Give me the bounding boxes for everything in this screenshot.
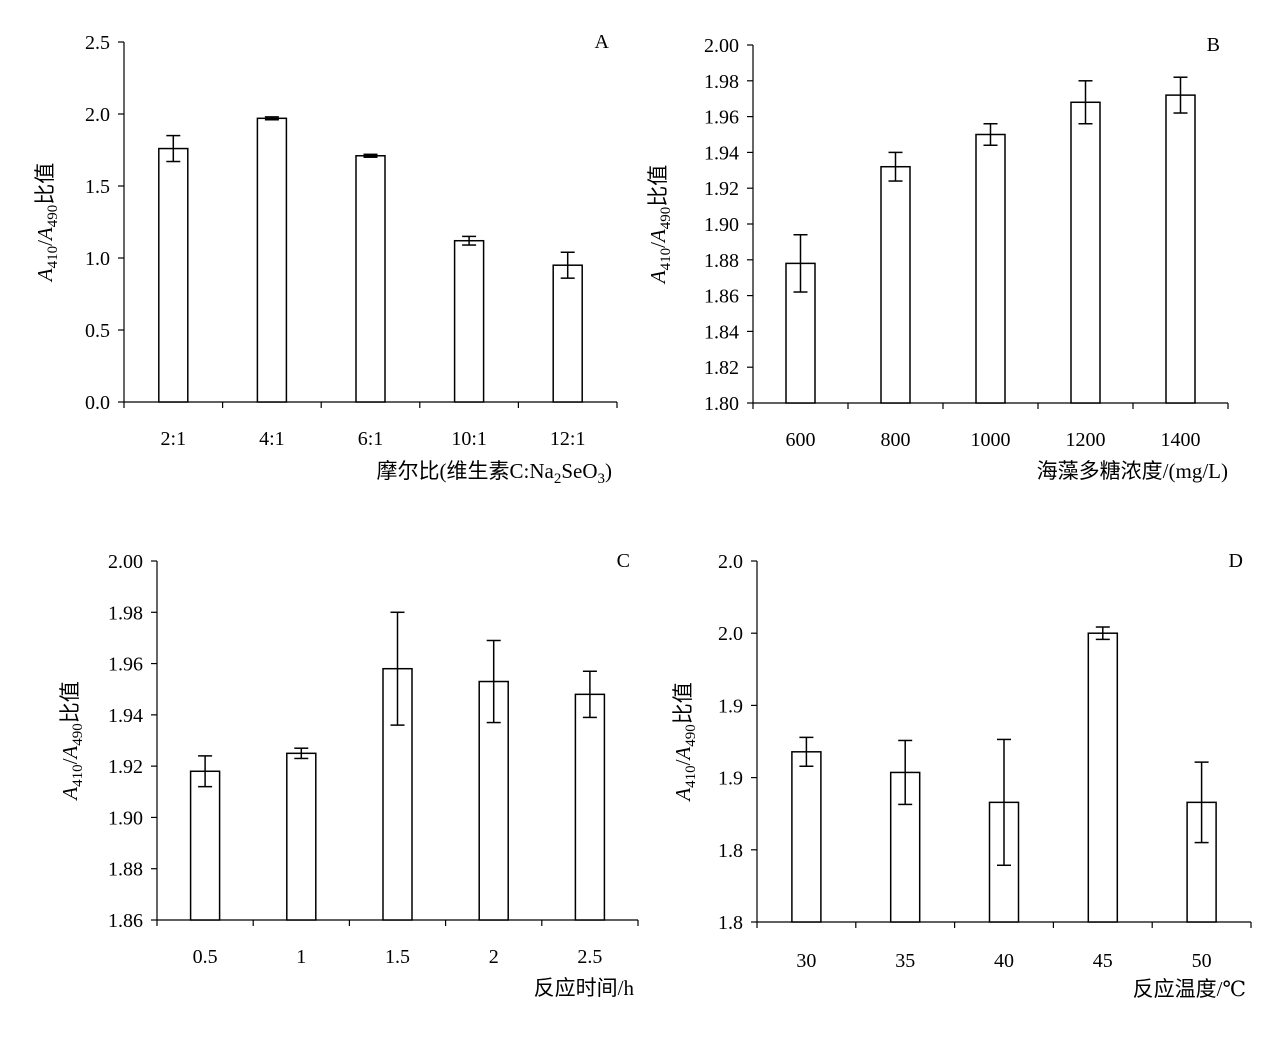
- panel-label: A: [595, 31, 610, 53]
- x-tick-label: 12:1: [550, 428, 586, 450]
- bar-6:1: [355, 155, 386, 403]
- x-axis-label: 海藻多糖浓度/(mg/L): [1037, 459, 1228, 483]
- y-tick-label: 1.86: [108, 910, 143, 932]
- panel-label: B: [1207, 34, 1220, 56]
- x-axis-label: 反应温度/℃: [1133, 977, 1246, 1001]
- chart-panel-d: 1.8 1.8 1.9 1.9 2.0 2.0 30 35 40 45 50 D A410/A490比值…: [671, 550, 1252, 1001]
- x-tick-label: 45: [1093, 950, 1113, 972]
- x-tick-label: 6:1: [358, 428, 384, 450]
- x-tick-label: 2:1: [161, 428, 187, 450]
- x-tick-label: 50: [1192, 950, 1212, 972]
- x-tick-label: 1200: [1066, 429, 1106, 451]
- y-tick-label: 2.00: [108, 551, 143, 573]
- y-tick-label: 1.92: [108, 756, 143, 778]
- bar-2:1: [158, 147, 189, 403]
- y-tick-label: 1.0: [85, 248, 110, 270]
- bar-4:1: [256, 117, 288, 403]
- bar-1: [286, 752, 317, 921]
- panel-label: C: [617, 550, 630, 572]
- y-tick-label: 2.5: [85, 32, 110, 54]
- x-tick-label: 2: [489, 946, 499, 968]
- x-axis-label: 摩尔比(维生素C:Na2SeO3): [376, 459, 612, 487]
- y-tick-label: 1.94: [704, 142, 739, 164]
- x-tick-label: 10:1: [451, 428, 487, 450]
- y-tick-label: 1.90: [704, 214, 739, 236]
- x-tick-label: 600: [786, 429, 816, 451]
- y-tick-label: 1.92: [704, 178, 739, 200]
- bar-10:1: [453, 239, 485, 403]
- bar-30: [791, 751, 822, 923]
- chart-panel-c: 1.86 1.88 1.90 1.92 1.94 1.96 1.98 2.00 0.5 1 1.5 2…: [58, 550, 639, 1000]
- x-tick-label: 1400: [1161, 429, 1201, 451]
- bar-1000: [975, 133, 1006, 404]
- y-tick-label: 2.0: [718, 623, 743, 645]
- y-tick-label: 0.5: [85, 320, 110, 342]
- y-tick-label: 1.86: [704, 286, 739, 308]
- chart-panel-a: 0.0 0.5 1.0 1.5 2.0 2.5 2:1 4:1 6:1 10:1 12:1 A A410…: [33, 31, 618, 487]
- x-tick-label: 1.5: [385, 946, 410, 968]
- x-axis-label: 反应时间/h: [534, 976, 635, 1000]
- y-tick-label: 2.0: [718, 551, 743, 573]
- x-tick-label: 4:1: [259, 428, 285, 450]
- x-tick-label: 2.5: [577, 946, 602, 968]
- y-tick-label: 1.88: [108, 859, 143, 881]
- y-tick-label: 1.9: [718, 695, 743, 717]
- bar-800: [880, 165, 911, 404]
- x-tick-label: 0.5: [193, 946, 218, 968]
- x-tick-label: 1000: [971, 429, 1011, 451]
- chart-panel-b: 1.80 1.82 1.84 1.86 1.88 1.90 1.92 1.94 1.96 1.98…: [646, 34, 1229, 483]
- bar-0.5: [189, 770, 221, 921]
- x-tick-label: 1: [296, 946, 306, 968]
- bar-50: [1186, 801, 1217, 923]
- bar-1400: [1165, 94, 1196, 404]
- y-tick-label: 1.94: [108, 705, 143, 727]
- bar-45: [1087, 632, 1119, 923]
- bar-12:1: [552, 264, 583, 403]
- y-tick-label: 1.84: [704, 321, 739, 343]
- y-tick-label: 1.8: [718, 912, 743, 934]
- y-axis-label: A410/A490比值: [646, 165, 674, 286]
- bar-1200: [1070, 101, 1101, 404]
- y-tick-label: 1.96: [108, 654, 143, 676]
- y-tick-label: 1.96: [704, 107, 739, 129]
- y-tick-label: 1.88: [704, 250, 739, 272]
- panel-label: D: [1229, 550, 1243, 572]
- y-tick-label: 1.98: [108, 602, 143, 624]
- y-tick-label: 0.0: [85, 392, 110, 414]
- y-tick-label: 1.5: [85, 176, 110, 198]
- bar-2.5: [574, 693, 606, 921]
- y-tick-label: 1.80: [704, 393, 739, 415]
- y-tick-label: 2.00: [704, 35, 739, 57]
- y-tick-label: 1.90: [108, 807, 143, 829]
- y-tick-label: 1.8: [718, 840, 743, 862]
- x-tick-label: 30: [796, 950, 816, 972]
- y-tick-label: 2.0: [85, 104, 110, 126]
- y-axis-label: A410/A490比值: [671, 682, 699, 803]
- y-axis-label: A410/A490比值: [58, 681, 86, 802]
- x-tick-label: 800: [881, 429, 911, 451]
- x-tick-label: 35: [895, 950, 915, 972]
- y-tick-label: 1.98: [704, 71, 739, 93]
- x-tick-label: 40: [994, 950, 1014, 972]
- y-tick-label: 1.9: [718, 768, 743, 790]
- y-axis-label: A410/A490比值: [33, 163, 61, 284]
- y-tick-label: 1.82: [704, 357, 739, 379]
